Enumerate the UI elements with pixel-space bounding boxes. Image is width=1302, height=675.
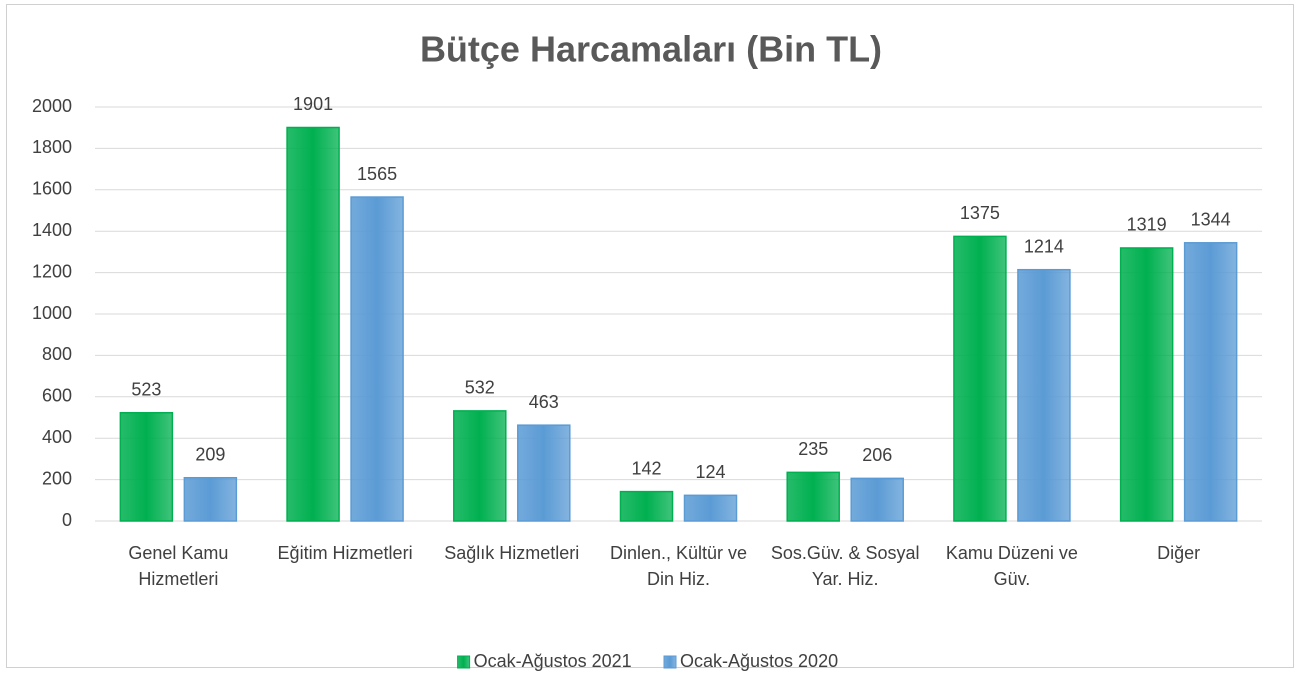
data-label: 209: [195, 444, 225, 464]
x-tick-label: Eğitim Hizmetleri: [277, 543, 413, 563]
data-label: 523: [131, 379, 161, 399]
bar: [517, 424, 571, 522]
chart-title: Bütçe Harcamaları (Bin TL): [420, 29, 882, 70]
y-tick-label: 1200: [32, 261, 72, 281]
data-label: 1565: [357, 164, 397, 184]
bar: [286, 126, 340, 522]
data-label: 206: [862, 445, 892, 465]
bar: [1183, 242, 1238, 522]
x-tick-label: Kamu Düzeni ve Güv.: [945, 543, 1078, 589]
legend-label: Ocak-Ağustos 2020: [680, 651, 838, 671]
bar: [619, 490, 674, 522]
bar: [1017, 268, 1071, 522]
data-label: 1901: [293, 94, 333, 114]
data-label: 1319: [1127, 215, 1167, 235]
y-tick-label: 200: [42, 468, 72, 488]
bar: [683, 494, 738, 522]
bar: [453, 410, 507, 522]
data-label: 124: [695, 462, 725, 482]
data-label: 1214: [1024, 236, 1064, 256]
y-tick-label: 1400: [32, 220, 72, 240]
y-tick-label: 800: [42, 344, 72, 364]
y-tick-label: 0: [62, 510, 72, 530]
bar: [1119, 247, 1174, 522]
y-tick-label: 1800: [32, 137, 72, 157]
data-label: 235: [798, 439, 828, 459]
y-tick-label: 400: [42, 427, 72, 447]
data-label: 1344: [1191, 210, 1231, 230]
y-tick-label: 1000: [32, 303, 72, 323]
bar: [350, 196, 404, 522]
bar: [183, 476, 238, 522]
data-label: 532: [465, 378, 495, 398]
legend-swatch: [457, 655, 471, 669]
y-tick-label: 1600: [32, 179, 72, 199]
x-tick-label: Sağlık Hizmetleri: [444, 543, 580, 563]
legend-label: Ocak-Ağustos 2021: [474, 651, 632, 671]
y-tick-label: 2000: [32, 96, 72, 116]
x-tick-label: Genel Kamu Hizmetleri: [128, 543, 229, 589]
bar: [850, 477, 904, 522]
x-tick-label: Sos.Güv. & Sosyal Yar. Hiz.: [770, 543, 920, 589]
y-tick-label: 600: [42, 386, 72, 406]
legend-swatch: [663, 655, 677, 669]
bar: [119, 411, 174, 522]
x-tick-label: Dinlen., Kültür ve Din Hiz.: [609, 543, 748, 589]
data-label: 142: [631, 458, 661, 478]
data-label: 1375: [960, 203, 1000, 223]
data-label: 463: [529, 392, 559, 412]
bar: [786, 471, 840, 522]
bar: [953, 235, 1007, 522]
x-tick-label: Diğer: [1157, 543, 1201, 563]
chart-frame: [6, 4, 1294, 668]
